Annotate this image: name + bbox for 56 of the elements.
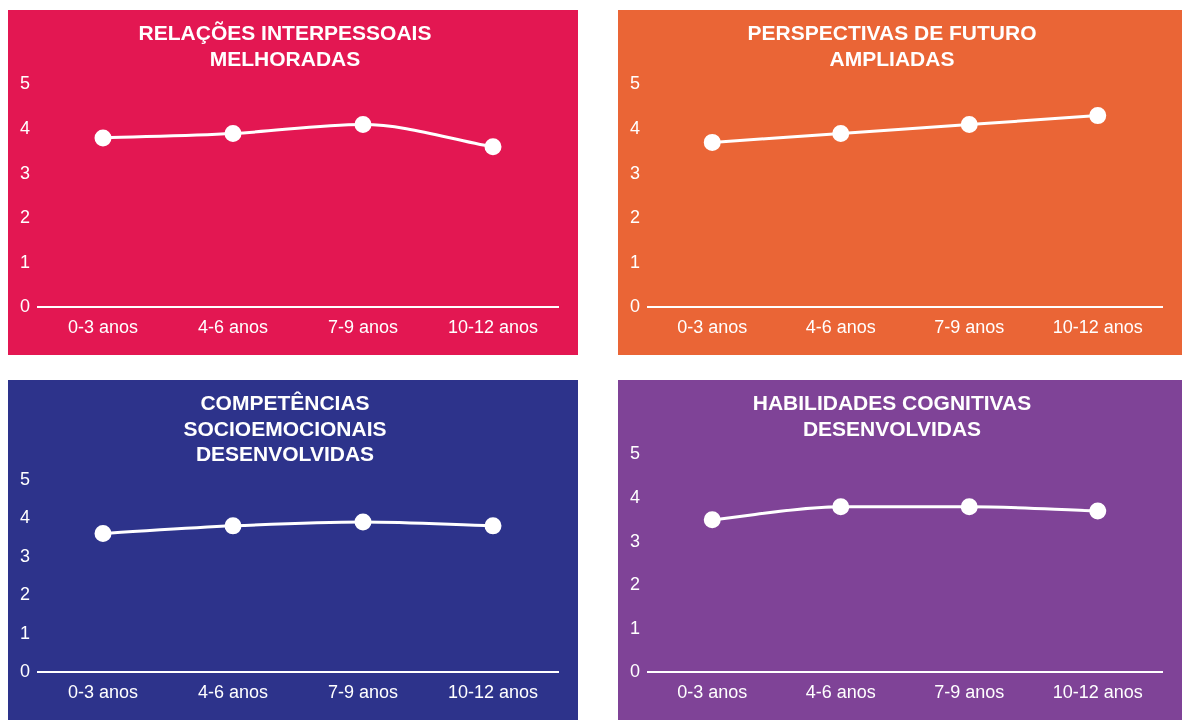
y-tick-label: 2 (630, 207, 641, 228)
y-tick-label: 5 (20, 73, 31, 94)
y-tick-label: 3 (20, 162, 31, 183)
chart-title: HABILIDADES COGNITIVAS DESENVOLVIDAS (752, 391, 1032, 440)
y-tick-label: 3 (630, 162, 641, 183)
y-tick-label: 5 (630, 443, 641, 464)
x-tick-label: 10-12 anos (447, 317, 539, 338)
y-tick-label: 4 (20, 507, 31, 528)
point (703, 511, 721, 529)
x-tick-label: 0-3 anos (677, 317, 748, 338)
chart-title: COMPETÊNCIAS SOCIOEMOCIONAIS DESENVOLVIDAS (183, 391, 387, 465)
x-tick-label: 0-3 anos (67, 682, 139, 703)
y-tick-label: 0 (20, 296, 31, 317)
point (960, 498, 978, 516)
point (1089, 502, 1107, 520)
y-tick-label: 3 (20, 545, 31, 566)
point (94, 129, 112, 147)
y-tick-label: 0 (630, 661, 641, 682)
y-tick-label: 4 (20, 117, 31, 138)
y-tick-label: 4 (630, 117, 641, 138)
x-tick-label: 7-9 anos (934, 682, 1005, 703)
x-tick-label: 4-6 anos (805, 682, 876, 703)
x-tick-label: 4-6 anos (197, 682, 269, 703)
y-tick-label: 5 (630, 73, 641, 94)
x-tick-label: 7-9 anos (934, 317, 1005, 338)
y-tick-label: 2 (20, 207, 31, 228)
point (832, 498, 850, 516)
chart-title: PERSPECTIVAS DE FUTURO AMPLIADAS (747, 21, 1037, 70)
x-tick-label: 7-9 anos (327, 682, 399, 703)
y-tick-label: 1 (630, 251, 641, 272)
point (484, 138, 502, 156)
y-tick-label: 1 (20, 622, 31, 643)
y-tick-label: 4 (630, 486, 641, 507)
y-tick-label: 5 (20, 468, 31, 489)
y-tick-label: 1 (20, 251, 31, 272)
y-tick-label: 0 (20, 661, 31, 682)
point (224, 124, 242, 142)
y-tick-label: 2 (20, 584, 31, 605)
point (960, 116, 978, 134)
point (1089, 107, 1107, 125)
chart-title: RELAÇÕES INTERPESSOAIS MELHORADAS (138, 21, 432, 70)
x-tick-label: 10-12 anos (1052, 317, 1143, 338)
y-tick-label: 3 (630, 530, 641, 551)
point (703, 133, 721, 151)
x-tick-label: 10-12 anos (1052, 682, 1143, 703)
point (354, 116, 372, 134)
x-tick-label: 0-3 anos (677, 682, 748, 703)
y-tick-label: 0 (630, 296, 641, 317)
x-tick-label: 7-9 anos (327, 317, 399, 338)
point (832, 124, 850, 142)
x-tick-label: 10-12 anos (447, 682, 539, 703)
x-tick-label: 0-3 anos (67, 317, 139, 338)
x-tick-label: 4-6 anos (805, 317, 876, 338)
y-tick-label: 2 (630, 574, 641, 595)
y-tick-label: 1 (630, 617, 641, 638)
x-tick-label: 4-6 anos (197, 317, 269, 338)
